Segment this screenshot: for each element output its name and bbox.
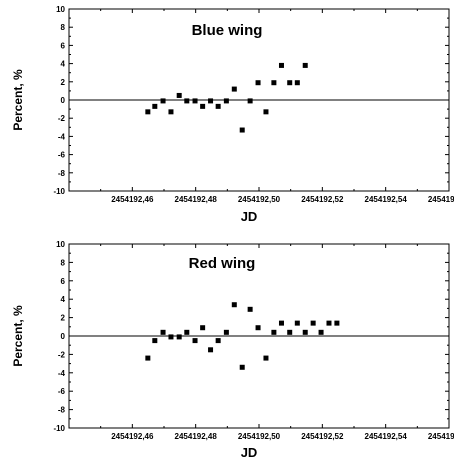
x-tick-label: 2454192,54 [365, 432, 408, 441]
data-point [294, 80, 300, 86]
data-point [215, 103, 221, 109]
y-tick-label: -2 [58, 114, 66, 123]
data-point [318, 329, 324, 335]
y-tick-label: 8 [61, 258, 66, 267]
data-point [255, 80, 261, 86]
data-point [208, 347, 214, 353]
data-point [200, 325, 206, 331]
data-point [145, 109, 151, 115]
x-tick-label: 2454192,48 [175, 432, 218, 441]
y-tick-label: 4 [61, 295, 66, 304]
x-axis-label: JD [241, 209, 258, 224]
x-tick-label: 2454192,50 [238, 432, 281, 441]
data-point [168, 334, 174, 340]
data-point [223, 329, 229, 335]
y-tick-label: -8 [58, 169, 66, 178]
y-tick-label: -2 [58, 350, 66, 359]
y-tick-label: -4 [58, 132, 66, 141]
data-point [231, 86, 237, 92]
data-point [239, 127, 245, 133]
data-point [263, 109, 269, 115]
x-tick-label: 2454192,50 [238, 195, 281, 204]
data-point [287, 329, 293, 335]
data-point [247, 98, 253, 104]
x-tick-label: 2454192,56 [428, 432, 454, 441]
x-axis-label: JD [241, 445, 258, 460]
chart-panel-2: -10 -8 -6 -4 -2 0 2 4 6 8 10 2454192,46 2454192,48 24… [11, 240, 454, 460]
y-tick-label: 0 [61, 96, 66, 105]
y-tick-label: -6 [58, 151, 66, 160]
data-point [294, 320, 300, 326]
x-tick-label: 2454192,52 [301, 195, 344, 204]
data-point [326, 320, 332, 326]
data-point [176, 334, 182, 340]
data-point [192, 98, 198, 104]
y-tick-label: -10 [53, 187, 65, 196]
data-point [255, 325, 261, 331]
data-point [152, 103, 158, 109]
y-tick-label: -4 [58, 369, 66, 378]
y-tick-label: 6 [61, 277, 66, 286]
data-point [176, 92, 182, 98]
y-axis-label: Percent, % [11, 305, 25, 367]
chart-panel-1: -10 -8 -6 -4 -2 0 2 4 6 8 10 2454192,46 2454192,48 24… [11, 5, 454, 224]
data-point [278, 62, 284, 68]
x-tick-label: 2454192,54 [365, 195, 408, 204]
data-point [215, 338, 221, 344]
data-point [247, 306, 253, 312]
y-tick-label: -6 [58, 387, 66, 396]
data-point [208, 98, 214, 104]
data-point [271, 80, 277, 86]
data-point [184, 329, 190, 335]
data-point [231, 302, 237, 308]
y-tick-label: 0 [61, 332, 66, 341]
data-point [302, 62, 308, 68]
data-point [239, 364, 245, 370]
data-point [145, 355, 151, 361]
x-tick-label: 2454192,46 [111, 432, 154, 441]
chart-title: Blue wing [192, 22, 263, 39]
x-tick-label: 2454192,56 [428, 195, 454, 204]
x-tick-label: 2454192,46 [111, 195, 154, 204]
y-tick-label: 2 [61, 78, 66, 87]
y-tick-label: 2 [61, 314, 66, 323]
data-point [278, 320, 284, 326]
y-tick-label: -8 [58, 406, 66, 415]
data-point [192, 338, 198, 344]
chart-title: Red wing [189, 255, 256, 272]
data-point [310, 320, 316, 326]
data-point [184, 98, 190, 104]
data-point [168, 109, 174, 115]
y-tick-label: 8 [61, 23, 66, 32]
data-point [152, 338, 158, 344]
y-tick-label: -10 [53, 424, 65, 433]
x-tick-label: 2454192,48 [175, 195, 218, 204]
data-point [223, 98, 229, 104]
data-point [302, 329, 308, 335]
data-point [334, 320, 340, 326]
data-point [287, 80, 293, 86]
data-point [263, 355, 269, 361]
y-tick-label: 4 [61, 60, 66, 69]
y-tick-label: 6 [61, 41, 66, 50]
x-tick-label: 2454192,52 [301, 432, 344, 441]
data-point [160, 98, 166, 104]
data-point [160, 329, 166, 335]
data-point [200, 103, 206, 109]
y-tick-label: 10 [56, 5, 65, 14]
data-point [271, 329, 277, 335]
y-axis-label: Percent, % [11, 69, 25, 131]
y-tick-label: 10 [56, 240, 65, 249]
